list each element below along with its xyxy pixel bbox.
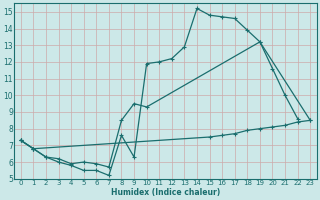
X-axis label: Humidex (Indice chaleur): Humidex (Indice chaleur) [111,188,220,197]
